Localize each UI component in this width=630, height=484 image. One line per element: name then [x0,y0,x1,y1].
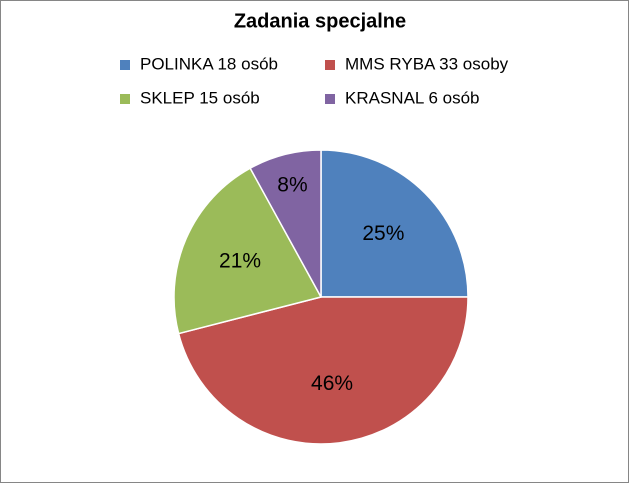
legend-swatch [325,94,335,104]
legend-label: SKLEP 15 osób [140,88,260,107]
data-label: 25% [362,222,404,245]
data-label: 46% [311,372,353,395]
chart-title: Zadania specjalne [234,10,406,32]
legend-label: MMS RYBA 33 osoby [345,54,509,73]
legend-label: POLINKA 18 osób [140,54,278,73]
data-label: 21% [219,250,261,273]
legend-swatch [325,60,335,70]
legend-swatch [120,94,130,104]
pie-slice [173,167,323,335]
legend-swatch [120,60,130,70]
data-label: 8% [277,173,307,196]
pie-slice [177,296,469,445]
pie-slice [249,149,322,298]
pie-slice [320,149,469,298]
legend-label: KRASNAL 6 osób [345,88,480,107]
